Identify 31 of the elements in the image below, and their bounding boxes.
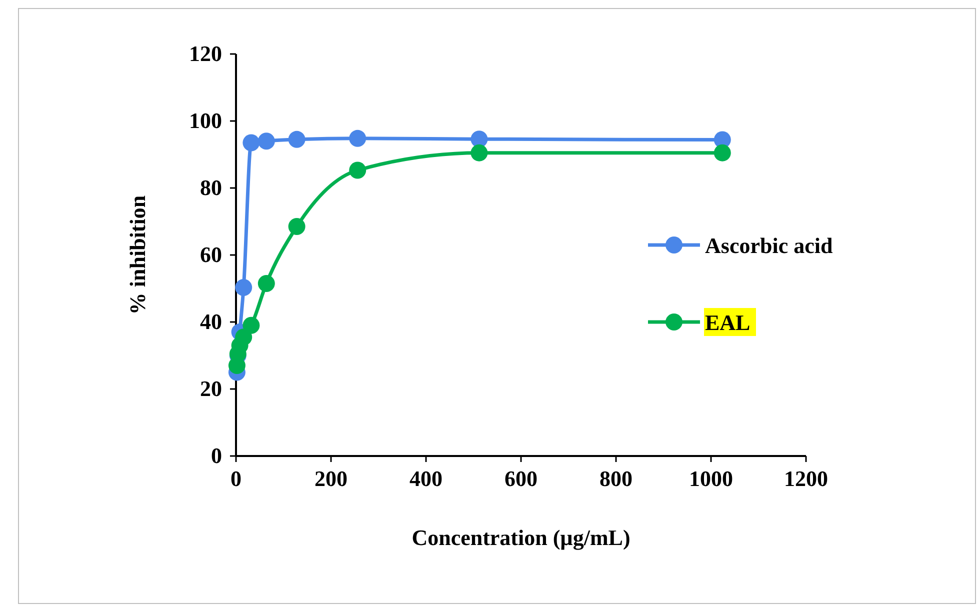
x-tick-label: 1000 [689, 466, 733, 491]
point [349, 162, 366, 179]
point [258, 274, 275, 292]
y-tick-label: 60 [200, 242, 222, 267]
point [235, 278, 252, 296]
x-tick-label: 600 [504, 466, 538, 491]
x-tick-label: 1200 [784, 466, 828, 491]
point [714, 144, 731, 162]
x-tick-label: 400 [410, 466, 442, 491]
y-tick-label: 40 [200, 309, 222, 334]
point [288, 218, 306, 236]
x-axis-title: Concentration (µg/mL) [412, 525, 630, 550]
point [258, 132, 275, 150]
x-tick-label: 0 [230, 466, 242, 491]
point [349, 130, 366, 147]
x-tick-label: 200 [314, 466, 348, 491]
y-tick-label: 120 [189, 41, 222, 66]
legend-label: EAL [705, 310, 750, 335]
point [470, 130, 488, 148]
x-tick-label: 800 [600, 466, 632, 491]
y-tick-label: 100 [189, 108, 222, 133]
point [470, 144, 488, 162]
y-axis-title: % inhibition [125, 195, 150, 315]
point [235, 328, 252, 346]
legend-label: Ascorbic acid [705, 233, 833, 258]
point [242, 316, 260, 334]
y-tick-label: 0 [211, 443, 222, 468]
point [288, 130, 306, 148]
y-tick-label: 20 [200, 376, 222, 401]
y-tick-label: 80 [200, 175, 222, 200]
point [242, 134, 260, 152]
